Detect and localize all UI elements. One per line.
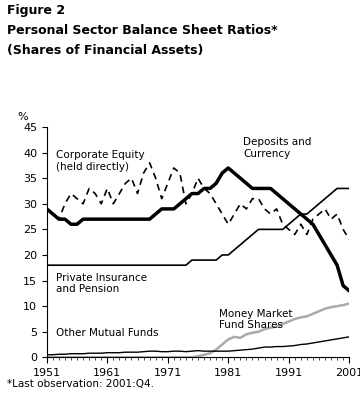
Text: Money Market
Fund Shares: Money Market Fund Shares	[219, 309, 293, 330]
Text: Other Mutual Funds: Other Mutual Funds	[56, 328, 158, 337]
Text: (Shares of Financial Assets): (Shares of Financial Assets)	[7, 44, 203, 57]
Text: Private Insurance
and Pension: Private Insurance and Pension	[56, 273, 147, 295]
Text: Deposits and
Currency: Deposits and Currency	[243, 137, 312, 159]
Text: *Last observation: 2001:Q4.: *Last observation: 2001:Q4.	[7, 379, 154, 389]
Text: Personal Sector Balance Sheet Ratios*: Personal Sector Balance Sheet Ratios*	[7, 24, 278, 37]
Y-axis label: %: %	[17, 112, 28, 122]
Text: Corporate Equity
(held directly): Corporate Equity (held directly)	[56, 150, 144, 172]
Text: Figure 2: Figure 2	[7, 4, 65, 17]
